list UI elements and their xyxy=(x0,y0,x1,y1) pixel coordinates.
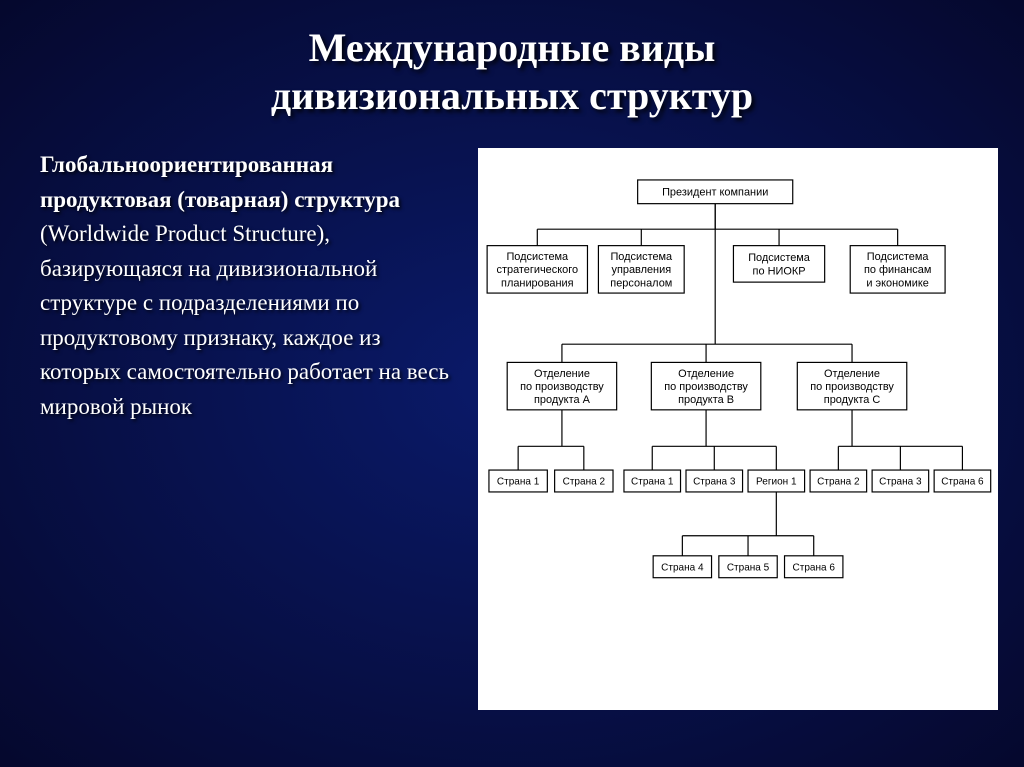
body-bold: Глобальноориентированная продуктовая (то… xyxy=(40,152,400,212)
svg-text:Отделение: Отделение xyxy=(824,368,880,380)
body-rest: (Worldwide Product Structure), базирующа… xyxy=(40,221,449,419)
svg-text:и экономике: и экономике xyxy=(866,277,928,289)
svg-text:Отделение: Отделение xyxy=(534,368,590,380)
slide-title: Международные виды дивизиональных структ… xyxy=(0,0,1024,120)
svg-text:продукта В: продукта В xyxy=(678,394,734,406)
svg-text:продукта С: продукта С xyxy=(824,394,881,406)
svg-text:Страна 1: Страна 1 xyxy=(497,477,540,488)
title-line-1: Международные виды xyxy=(309,25,716,70)
svg-text:по производству: по производству xyxy=(810,381,894,393)
svg-text:Страна 3: Страна 3 xyxy=(879,477,922,488)
body-text: Глобальноориентированная продуктовая (то… xyxy=(40,148,470,710)
svg-text:Отделение: Отделение xyxy=(678,368,734,380)
svg-text:Регион 1: Регион 1 xyxy=(756,477,797,488)
svg-text:по производству: по производству xyxy=(520,381,604,393)
svg-text:Президент компании: Президент компании xyxy=(662,187,768,199)
svg-text:Страна 6: Страна 6 xyxy=(941,477,984,488)
slide-content: Глобальноориентированная продуктовая (то… xyxy=(0,120,1024,710)
svg-text:по производству: по производству xyxy=(664,381,748,393)
svg-text:Подсистема: Подсистема xyxy=(610,251,673,263)
org-chart: Президент компанииПодсистемастратегическ… xyxy=(478,148,998,710)
svg-text:управления: управления xyxy=(611,264,671,276)
svg-text:планирования: планирования xyxy=(501,277,574,289)
svg-text:Подсистема: Подсистема xyxy=(867,251,930,263)
svg-text:Подсистема: Подсистема xyxy=(506,251,569,263)
svg-text:Страна 5: Страна 5 xyxy=(727,562,770,573)
svg-text:Страна 1: Страна 1 xyxy=(631,477,674,488)
svg-text:персоналом: персоналом xyxy=(610,277,672,289)
svg-text:Страна 3: Страна 3 xyxy=(693,477,736,488)
svg-text:Подсистема: Подсистема xyxy=(748,252,811,264)
title-line-2: дивизиональных структур xyxy=(271,73,753,118)
svg-text:Страна 2: Страна 2 xyxy=(563,477,606,488)
svg-text:Страна 6: Страна 6 xyxy=(793,562,836,573)
svg-text:Страна 2: Страна 2 xyxy=(817,477,860,488)
svg-text:стратегического: стратегического xyxy=(497,264,579,276)
svg-text:по финансам: по финансам xyxy=(864,264,931,276)
svg-text:по НИОКР: по НИОКР xyxy=(753,265,806,277)
svg-text:продукта А: продукта А xyxy=(534,394,591,406)
svg-text:Страна 4: Страна 4 xyxy=(661,562,704,573)
